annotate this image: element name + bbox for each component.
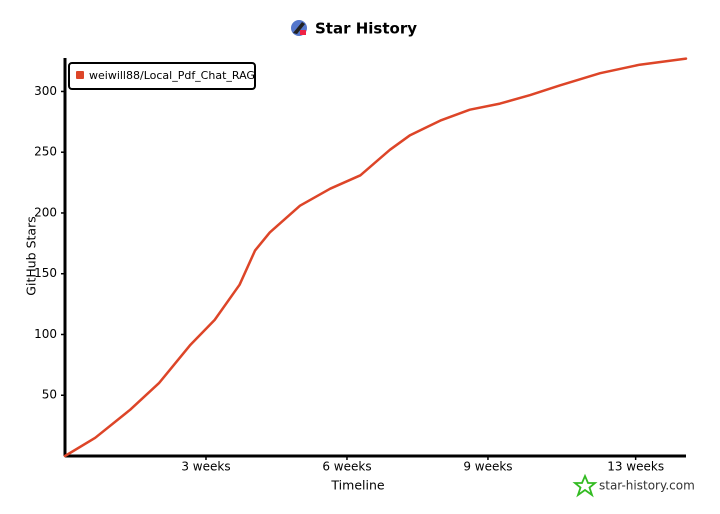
watermark-text: star-history.com (599, 479, 695, 493)
x-tick-label: 3 weeks (181, 460, 230, 474)
plot-area: 50 100 150 200 250 300 3 weeks 6 weeks 9 weeks 13… (34, 57, 688, 474)
y-tick-label: 250 (34, 145, 57, 159)
y-tick-label: 300 (34, 84, 57, 98)
watermark: star-history.com (572, 473, 695, 498)
legend-swatch (76, 71, 84, 79)
y-axis-title: GitHub Stars (24, 216, 39, 295)
chart-title: Star History (315, 20, 417, 38)
y-tick-label: 50 (42, 388, 57, 402)
y-tick-label: 100 (34, 327, 57, 341)
y-tick-label: 200 (34, 205, 57, 219)
series-line (63, 57, 688, 458)
legend: weiwill88/Local_Pdf_Chat_RAG (68, 62, 256, 90)
legend-label: weiwill88/Local_Pdf_Chat_RAG (89, 69, 255, 82)
x-tick-label: 6 weeks (322, 460, 371, 474)
y-tick-label: 150 (34, 266, 57, 280)
title-icon (291, 20, 307, 36)
x-tick-label: 9 weeks (463, 460, 512, 474)
x-tick-label: 13 weeks (607, 460, 664, 474)
x-axis-title: Timeline (330, 478, 384, 493)
